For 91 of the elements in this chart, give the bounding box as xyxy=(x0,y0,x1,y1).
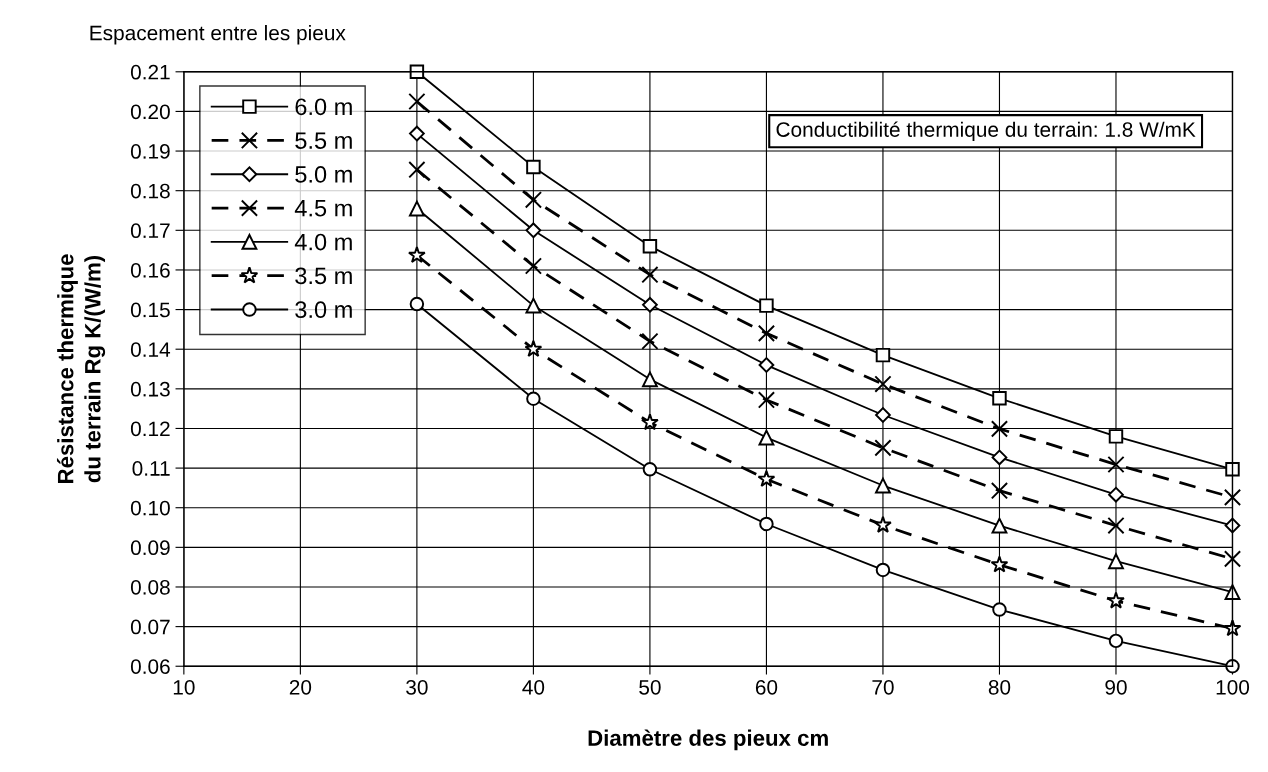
legend-label: 5.0 m xyxy=(295,166,352,183)
point xyxy=(991,517,1008,534)
annotation: Conductibilité thermique du terrain: 1.8 W/mK xyxy=(776,121,1196,142)
point xyxy=(641,266,659,284)
point xyxy=(759,516,774,532)
chart-title: Espacement entre les pieux xyxy=(90,25,346,45)
point xyxy=(875,347,891,363)
legend-label: 5.5 m xyxy=(295,132,352,149)
point xyxy=(1107,455,1125,474)
point xyxy=(642,371,658,388)
x-tick-label: 30 xyxy=(406,679,428,695)
legend-label: 3.5 m xyxy=(295,267,352,285)
point xyxy=(525,222,542,239)
y-tick-label: 0.12 xyxy=(130,421,170,437)
x-tick-label: 20 xyxy=(289,679,312,695)
point xyxy=(642,238,658,254)
point xyxy=(407,245,426,263)
legend-label: 3.0 m xyxy=(295,301,352,319)
point xyxy=(1223,619,1242,637)
x-tick-label: 60 xyxy=(755,679,778,695)
point xyxy=(1223,488,1242,507)
point xyxy=(757,469,776,487)
point xyxy=(524,339,543,357)
x-tick-label: 90 xyxy=(1105,679,1127,695)
point xyxy=(875,407,891,423)
y-tick-label: 0.13 xyxy=(130,381,170,397)
point xyxy=(990,555,1009,573)
point xyxy=(1107,591,1125,609)
point xyxy=(874,375,892,393)
point xyxy=(524,191,543,209)
point xyxy=(757,391,776,409)
point xyxy=(526,391,541,406)
legend-label: 6.0 m xyxy=(295,98,352,116)
x-tick-label: 100 xyxy=(1216,679,1250,695)
point xyxy=(990,482,1009,500)
point xyxy=(409,125,425,142)
y-tick-label: 0.17 xyxy=(130,223,170,239)
y-tick-label: 0.16 xyxy=(130,262,170,278)
point xyxy=(875,562,891,578)
point xyxy=(874,439,892,457)
point xyxy=(641,413,659,431)
point xyxy=(992,602,1007,617)
y-tick-label: 0.06 xyxy=(130,659,170,674)
y-tick-label: 0.11 xyxy=(132,461,170,476)
legend-label: 4.0 m xyxy=(294,233,352,251)
x-tick-label: 40 xyxy=(522,679,545,695)
point xyxy=(408,161,426,179)
x-tick-label: 80 xyxy=(988,679,1011,695)
y-tick-label: 0.09 xyxy=(130,540,170,556)
point xyxy=(757,324,776,342)
y-tick-label: 0.15 xyxy=(130,302,170,318)
legend-label: 4.5 m xyxy=(294,200,352,217)
point xyxy=(642,296,658,313)
point xyxy=(1108,429,1124,444)
point xyxy=(524,257,543,275)
point xyxy=(525,297,542,314)
y-axis-title: Résistance thermique du terrain Rg K/(W/m) xyxy=(56,254,106,483)
point xyxy=(1224,517,1241,534)
point xyxy=(409,296,425,312)
y-tick-label: 0.10 xyxy=(130,500,170,516)
y-tick-label: 0.18 xyxy=(130,183,170,199)
point xyxy=(642,462,658,477)
point xyxy=(1108,553,1124,570)
point xyxy=(641,332,659,350)
y-tick-label: 0.19 xyxy=(130,144,170,159)
point xyxy=(991,449,1008,466)
y-tick-label: 0.21 xyxy=(130,64,170,80)
point xyxy=(759,298,774,313)
point xyxy=(758,357,775,373)
y-tick-label: 0.14 xyxy=(130,342,171,357)
point xyxy=(1223,550,1242,568)
point xyxy=(1108,486,1124,503)
point xyxy=(408,92,426,111)
point xyxy=(526,159,541,175)
point xyxy=(1224,584,1241,601)
x-axis-title: Diamètre des pieux cm xyxy=(588,729,828,751)
point xyxy=(1225,462,1240,477)
point xyxy=(874,515,892,533)
y-tick-label: 0.07 xyxy=(130,619,170,635)
point xyxy=(758,429,775,446)
x-tick-label: 50 xyxy=(639,679,661,695)
x-tick-label: 10 xyxy=(173,679,195,695)
point xyxy=(1107,516,1125,535)
y-tick-label: 0.08 xyxy=(130,579,170,595)
y-tick-label: 0.20 xyxy=(130,104,170,120)
point xyxy=(875,477,891,494)
point xyxy=(1108,633,1124,649)
point xyxy=(992,391,1007,406)
point xyxy=(408,200,425,217)
x-tick-label: 70 xyxy=(872,679,894,695)
point xyxy=(990,420,1009,438)
